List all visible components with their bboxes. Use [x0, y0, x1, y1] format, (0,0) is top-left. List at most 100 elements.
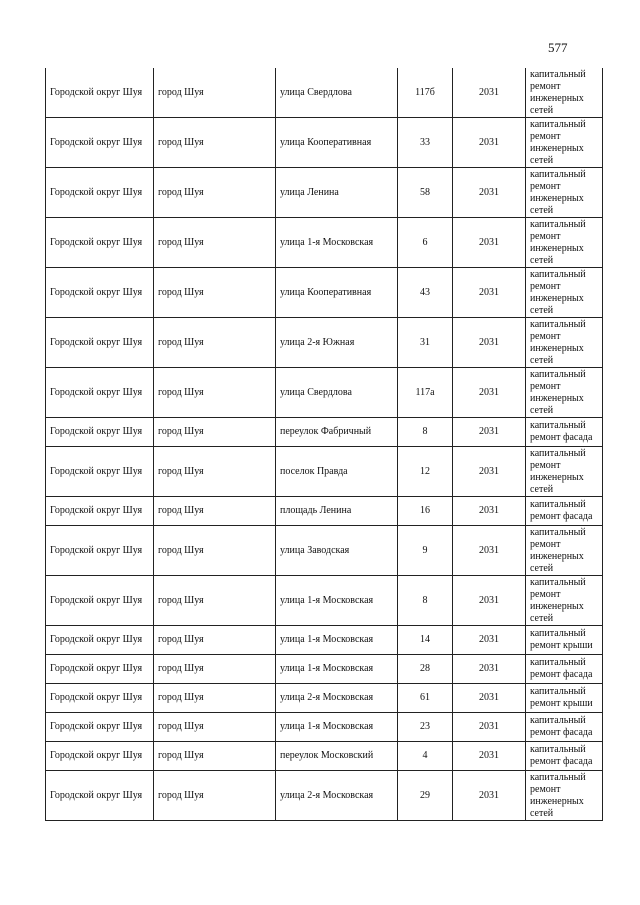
city-cell: город Шуя [153, 68, 276, 118]
year-cell: 2031 [452, 625, 526, 655]
street-cell: площадь Ленина [275, 496, 398, 526]
city-cell: город Шуя [153, 683, 276, 713]
city-cell: город Шуя [153, 167, 276, 218]
district-cell: Городской округ Шуя [45, 446, 154, 497]
city-cell: город Шуя [153, 525, 276, 576]
house-number-cell: 23 [397, 712, 453, 742]
year-cell: 2031 [452, 654, 526, 684]
house-number-cell: 43 [397, 267, 453, 318]
house-number-cell: 61 [397, 683, 453, 713]
district-cell: Городской округ Шуя [45, 117, 154, 168]
work-type-cell: капитальный ремонт фасада [525, 741, 603, 771]
house-number-cell: 14 [397, 625, 453, 655]
district-cell: Городской округ Шуя [45, 417, 154, 447]
house-number-cell: 4 [397, 741, 453, 771]
table-row: Городской округ Шуя город Шуя улица 2-я Мо… [45, 683, 603, 713]
work-type-cell: капитальный ремонт инженерных сетей [525, 217, 603, 268]
city-cell: город Шуя [153, 625, 276, 655]
work-type-cell: капитальный ремонт инженерных сетей [525, 575, 603, 626]
city-cell: город Шуя [153, 741, 276, 771]
house-number-cell: 58 [397, 167, 453, 218]
house-number-cell: 117б [397, 68, 453, 118]
district-cell: Городской округ Шуя [45, 654, 154, 684]
table-row: Городской округ Шуя город Шуя улица 1-я Мо… [45, 625, 603, 655]
street-cell: улица 1-я Московская [275, 217, 398, 268]
district-cell: Городской округ Шуя [45, 68, 154, 118]
table-row: Городской округ Шуя город Шуя улица Ленина… [45, 167, 603, 218]
city-cell: город Шуя [153, 712, 276, 742]
city-cell: город Шуя [153, 654, 276, 684]
district-cell: Городской округ Шуя [45, 267, 154, 318]
district-cell: Городской округ Шуя [45, 625, 154, 655]
city-cell: город Шуя [153, 367, 276, 418]
year-cell: 2031 [452, 496, 526, 526]
house-number-cell: 6 [397, 217, 453, 268]
city-cell: город Шуя [153, 770, 276, 821]
street-cell: улица 2-я Южная [275, 317, 398, 368]
year-cell: 2031 [452, 683, 526, 713]
city-cell: город Шуя [153, 217, 276, 268]
table-row: Городской округ Шуя город Шуя улица 2-я Мо… [45, 770, 603, 821]
street-cell: улица Заводская [275, 525, 398, 576]
street-cell: переулок Фабричный [275, 417, 398, 447]
year-cell: 2031 [452, 575, 526, 626]
table-row: Городской округ Шуя город Шуя поселок Прав… [45, 446, 603, 497]
district-cell: Городской округ Шуя [45, 217, 154, 268]
city-cell: город Шуя [153, 317, 276, 368]
work-type-cell: капитальный ремонт крыши [525, 625, 603, 655]
table-row: Городской округ Шуя город Шуя улица 1-я Мо… [45, 712, 603, 742]
year-cell: 2031 [452, 770, 526, 821]
city-cell: город Шуя [153, 267, 276, 318]
table-row: Городской округ Шуя город Шуя переулок Фаб… [45, 417, 603, 447]
house-number-cell: 117а [397, 367, 453, 418]
house-number-cell: 31 [397, 317, 453, 368]
street-cell: улица 1-я Московская [275, 575, 398, 626]
work-type-cell: капитальный ремонт инженерных сетей [525, 525, 603, 576]
district-cell: Городской округ Шуя [45, 741, 154, 771]
district-cell: Городской округ Шуя [45, 317, 154, 368]
street-cell: улица 2-я Московская [275, 770, 398, 821]
street-cell: улица 2-я Московская [275, 683, 398, 713]
house-number-cell: 8 [397, 417, 453, 447]
district-cell: Городской округ Шуя [45, 712, 154, 742]
table-row: Городской округ Шуя город Шуя площадь Лени… [45, 496, 603, 526]
work-type-cell: капитальный ремонт инженерных сетей [525, 317, 603, 368]
city-cell: город Шуя [153, 417, 276, 447]
table-row: Городской округ Шуя город Шуя улица 1-я Мо… [45, 575, 603, 626]
house-number-cell: 28 [397, 654, 453, 684]
work-type-cell: капитальный ремонт инженерных сетей [525, 267, 603, 318]
work-type-cell: капитальный ремонт инженерных сетей [525, 117, 603, 168]
table-row: Городской округ Шуя город Шуя улица Заводс… [45, 525, 603, 576]
house-number-cell: 29 [397, 770, 453, 821]
table-row: Городской округ Шуя город Шуя улица 1-я Мо… [45, 654, 603, 684]
street-cell: поселок Правда [275, 446, 398, 497]
table-row: Городской округ Шуя город Шуя переулок Мос… [45, 741, 603, 771]
city-cell: город Шуя [153, 446, 276, 497]
table-row: Городской округ Шуя город Шуя улица Коопер… [45, 117, 603, 168]
house-number-cell: 16 [397, 496, 453, 526]
house-number-cell: 12 [397, 446, 453, 497]
page-number: 577 [548, 40, 568, 55]
year-cell: 2031 [452, 117, 526, 168]
year-cell: 2031 [452, 525, 526, 576]
street-cell: улица 1-я Московская [275, 654, 398, 684]
house-number-cell: 8 [397, 575, 453, 626]
year-cell: 2031 [452, 317, 526, 368]
work-type-cell: капитальный ремонт фасада [525, 417, 603, 447]
repair-schedule-table: Городской округ Шуя город Шуя улица Свердл… [45, 68, 603, 821]
street-cell: улица Свердлова [275, 68, 398, 118]
district-cell: Городской округ Шуя [45, 167, 154, 218]
house-number-cell: 9 [397, 525, 453, 576]
year-cell: 2031 [452, 367, 526, 418]
table-row: Городской округ Шуя город Шуя улица Свердл… [45, 68, 603, 118]
street-cell: улица Кооперативная [275, 267, 398, 318]
district-cell: Городской округ Шуя [45, 496, 154, 526]
year-cell: 2031 [452, 217, 526, 268]
district-cell: Городской округ Шуя [45, 367, 154, 418]
table-row: Городской округ Шуя город Шуя улица 1-я Мо… [45, 217, 603, 268]
work-type-cell: капитальный ремонт инженерных сетей [525, 770, 603, 821]
table-row: Городской округ Шуя город Шуя улица Коопер… [45, 267, 603, 318]
table-row: Городской округ Шуя город Шуя улица Свердл… [45, 367, 603, 418]
district-cell: Городской округ Шуя [45, 683, 154, 713]
house-number-cell: 33 [397, 117, 453, 168]
